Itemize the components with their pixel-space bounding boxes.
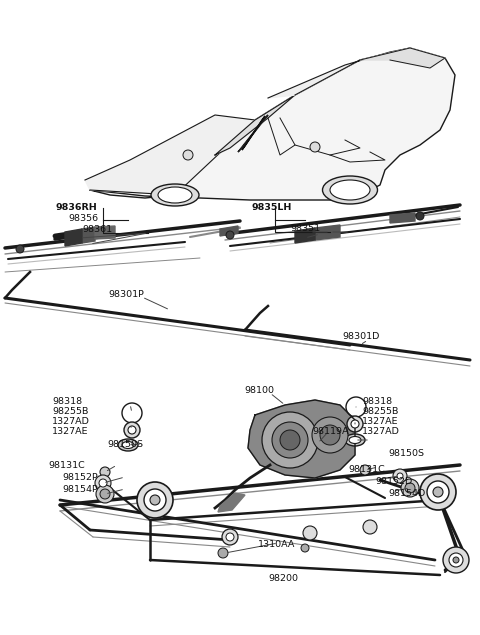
Ellipse shape: [323, 176, 377, 204]
Circle shape: [150, 495, 160, 505]
Text: 98318: 98318: [362, 397, 392, 406]
Text: 98100: 98100: [244, 386, 274, 395]
Text: 98255B: 98255B: [362, 407, 398, 416]
Circle shape: [128, 426, 136, 434]
Ellipse shape: [345, 434, 365, 446]
Circle shape: [351, 420, 359, 428]
Ellipse shape: [158, 187, 192, 203]
Text: 9836RH: 9836RH: [55, 203, 97, 212]
Text: 98318: 98318: [52, 397, 82, 406]
Text: 98200: 98200: [268, 574, 298, 583]
Circle shape: [312, 417, 348, 453]
Circle shape: [401, 479, 419, 497]
Text: 1327AE: 1327AE: [52, 427, 88, 436]
Circle shape: [100, 467, 110, 477]
Circle shape: [122, 403, 142, 423]
Circle shape: [124, 422, 140, 438]
Circle shape: [303, 526, 317, 540]
Text: 1327AD: 1327AD: [362, 427, 400, 436]
Polygon shape: [248, 400, 355, 478]
Ellipse shape: [118, 439, 138, 451]
Circle shape: [433, 487, 443, 497]
Text: 98131C: 98131C: [48, 461, 85, 470]
Text: 98152P: 98152P: [62, 473, 98, 482]
Circle shape: [416, 212, 424, 220]
Circle shape: [96, 485, 114, 503]
Text: 1327AD: 1327AD: [52, 417, 90, 426]
Polygon shape: [390, 213, 415, 223]
Circle shape: [137, 482, 173, 518]
Text: 98356: 98356: [68, 214, 98, 223]
Polygon shape: [268, 48, 410, 98]
Circle shape: [218, 548, 228, 558]
Circle shape: [310, 142, 320, 152]
Polygon shape: [90, 48, 455, 200]
Circle shape: [347, 416, 363, 432]
Text: 98361: 98361: [82, 225, 112, 234]
Circle shape: [144, 489, 166, 511]
Polygon shape: [95, 226, 115, 239]
Polygon shape: [360, 48, 445, 68]
Circle shape: [100, 489, 110, 499]
Circle shape: [95, 475, 111, 491]
Ellipse shape: [330, 180, 370, 200]
Circle shape: [272, 422, 308, 458]
Circle shape: [222, 529, 238, 545]
Circle shape: [99, 479, 107, 487]
Circle shape: [449, 553, 463, 567]
Circle shape: [405, 483, 415, 493]
Text: 9835LH: 9835LH: [252, 203, 292, 212]
Polygon shape: [238, 115, 268, 152]
Circle shape: [16, 245, 24, 253]
Text: 98351: 98351: [290, 224, 320, 233]
Polygon shape: [85, 115, 255, 195]
Text: 98119A: 98119A: [312, 427, 348, 436]
Text: 98154D: 98154D: [388, 489, 425, 498]
Ellipse shape: [122, 441, 134, 448]
Polygon shape: [295, 228, 315, 243]
Circle shape: [420, 474, 456, 510]
Text: 98301D: 98301D: [342, 332, 379, 341]
Circle shape: [320, 425, 340, 445]
Ellipse shape: [151, 184, 199, 206]
Polygon shape: [218, 493, 245, 512]
Polygon shape: [315, 225, 340, 240]
Circle shape: [183, 150, 193, 160]
Circle shape: [393, 469, 407, 483]
Circle shape: [453, 557, 459, 563]
Text: 98152D: 98152D: [375, 477, 412, 486]
Text: 1310AA: 1310AA: [258, 540, 295, 549]
Circle shape: [226, 533, 234, 541]
Ellipse shape: [349, 436, 361, 443]
Text: 98255B: 98255B: [52, 407, 88, 416]
Circle shape: [226, 231, 234, 239]
Circle shape: [262, 412, 318, 468]
Circle shape: [363, 520, 377, 534]
Circle shape: [301, 544, 309, 552]
Text: 98131C: 98131C: [348, 465, 385, 474]
Polygon shape: [215, 95, 295, 155]
Text: 98150S: 98150S: [388, 449, 424, 458]
Circle shape: [427, 481, 449, 503]
Text: 1327AE: 1327AE: [362, 417, 398, 426]
Text: 98154P: 98154P: [62, 485, 98, 494]
Text: 98150S: 98150S: [107, 440, 143, 449]
Circle shape: [346, 397, 366, 417]
Circle shape: [280, 430, 300, 450]
Text: 98301P: 98301P: [108, 290, 144, 299]
Polygon shape: [82, 227, 95, 243]
Polygon shape: [65, 229, 82, 246]
Circle shape: [397, 473, 403, 479]
Polygon shape: [220, 226, 238, 236]
Circle shape: [360, 465, 370, 475]
Polygon shape: [242, 116, 265, 150]
Circle shape: [443, 547, 469, 573]
